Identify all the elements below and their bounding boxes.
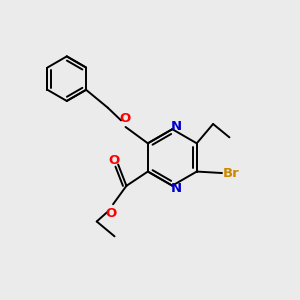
Text: O: O (105, 207, 116, 220)
Text: Br: Br (223, 167, 240, 179)
Text: N: N (170, 182, 182, 194)
Text: N: N (170, 120, 182, 133)
Text: O: O (119, 112, 130, 124)
Text: O: O (109, 154, 120, 167)
